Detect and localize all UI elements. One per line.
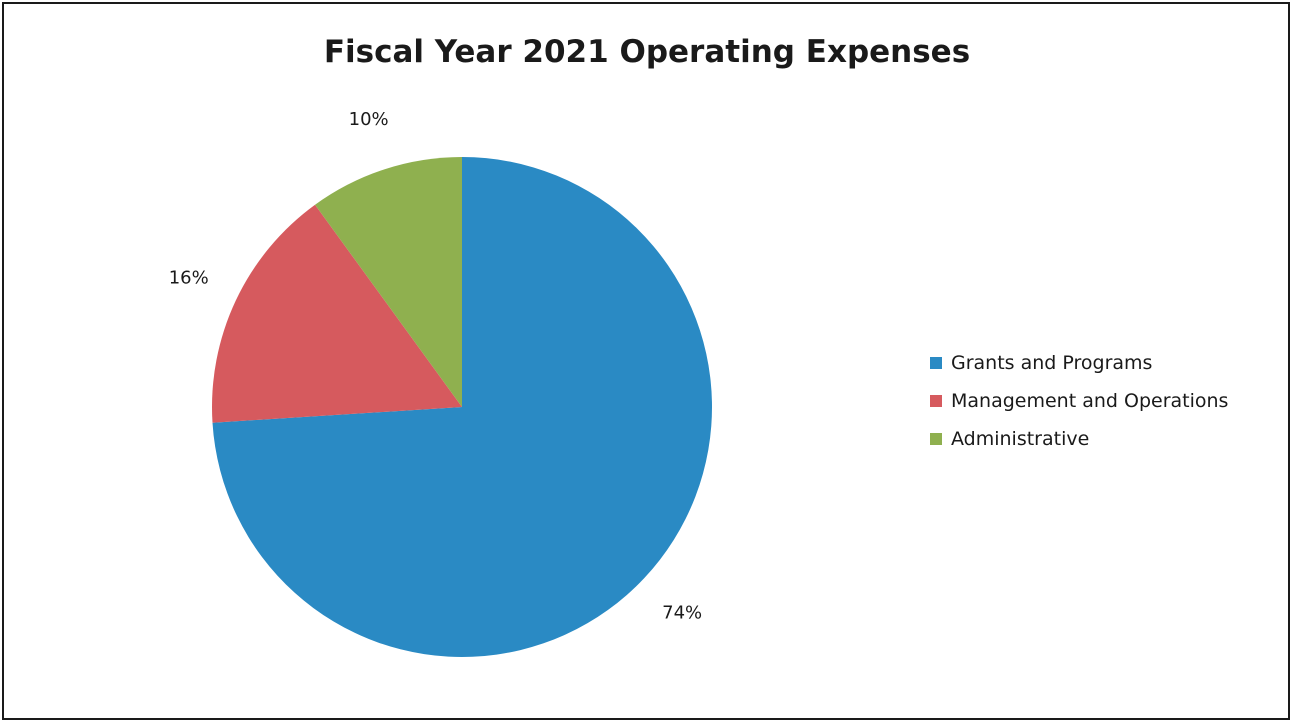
legend-swatch-management-and-operations <box>930 395 942 407</box>
legend-item-grants-and-programs: Grants and Programs <box>930 344 1228 382</box>
legend-swatch-administrative <box>930 433 942 445</box>
pie-slice-grants-and-programs <box>212 157 713 657</box>
pie-label-grants-and-programs: 74% <box>662 603 702 624</box>
legend-item-administrative: Administrative <box>930 420 1228 458</box>
legend-label-grants-and-programs: Grants and Programs <box>951 352 1153 374</box>
legend-swatch-grants-and-programs <box>930 357 942 369</box>
chart-title: Fiscal Year 2021 Operating Expenses <box>323 34 971 70</box>
chart-legend: Grants and Programs Management and Opera… <box>930 344 1228 458</box>
legend-label-management-and-operations: Management and Operations <box>951 390 1229 412</box>
pie-label-management-and-operations: 16% <box>169 267 209 288</box>
pie-label-administrative: 10% <box>349 109 389 130</box>
legend-label-administrative: Administrative <box>951 428 1090 450</box>
pie-slices <box>212 157 713 657</box>
pie-slice-administrative <box>315 157 462 407</box>
pie-slice-management-and-operations <box>212 204 462 423</box>
legend-item-management-and-operations: Management and Operations <box>930 382 1228 420</box>
pie-labels: 74% 16% 10% <box>169 109 702 624</box>
